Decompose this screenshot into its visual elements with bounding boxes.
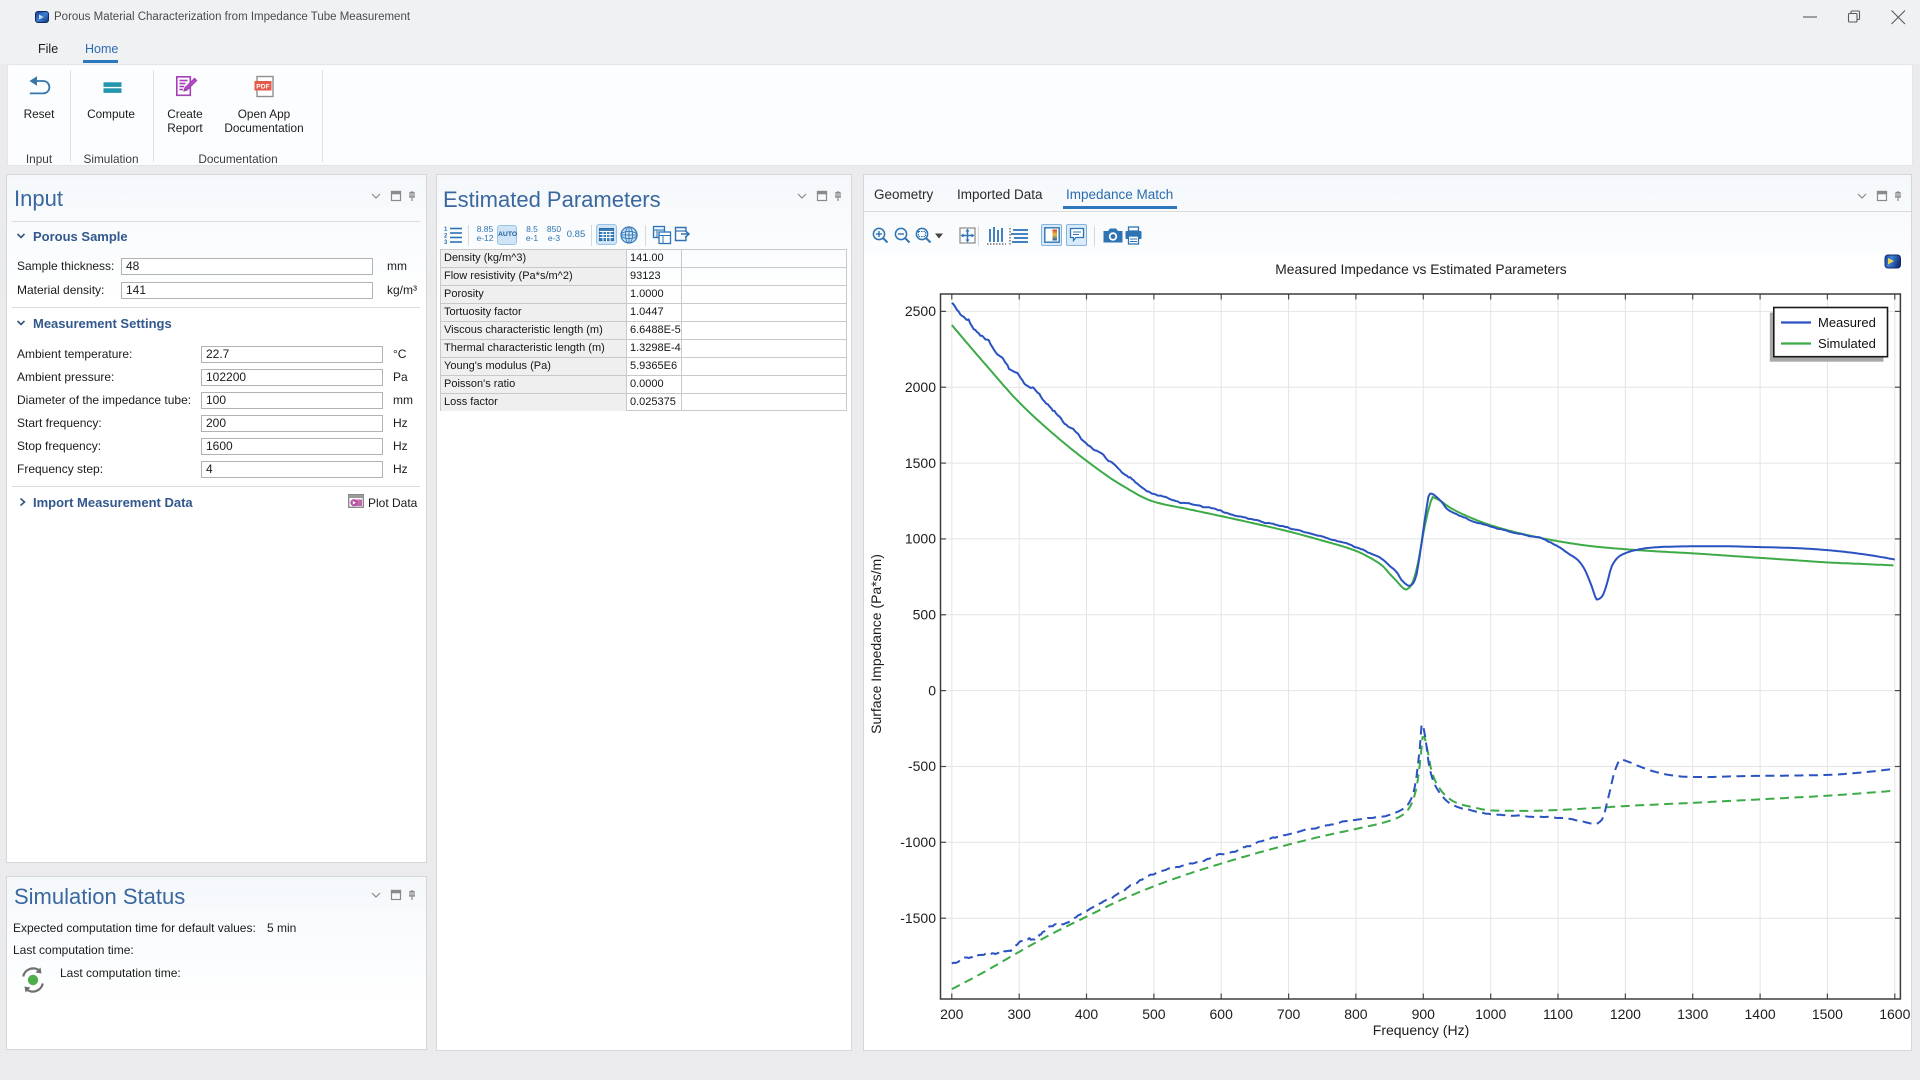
svg-text:400: 400 bbox=[1075, 1006, 1099, 1022]
svg-text:-1000: -1000 bbox=[900, 834, 936, 850]
svg-text:1: 1 bbox=[444, 227, 448, 233]
svg-text:0: 0 bbox=[928, 682, 936, 698]
svg-text:2000: 2000 bbox=[905, 379, 936, 395]
svg-text:PDF: PDF bbox=[256, 83, 270, 90]
svg-text:700: 700 bbox=[1277, 1006, 1301, 1022]
svg-text:500: 500 bbox=[1142, 1006, 1166, 1022]
svg-text:2500: 2500 bbox=[905, 303, 936, 319]
svg-text:Measured: Measured bbox=[1818, 315, 1876, 330]
svg-text:1500: 1500 bbox=[1812, 1006, 1843, 1022]
svg-text:1300: 1300 bbox=[1677, 1006, 1708, 1022]
svg-text:1500: 1500 bbox=[905, 455, 936, 471]
svg-text:Surface Impedance (Pa*s/m): Surface Impedance (Pa*s/m) bbox=[868, 554, 884, 734]
svg-text:Measured Impedance vs Estimate: Measured Impedance vs Estimated Paramete… bbox=[1275, 262, 1567, 277]
svg-text:300: 300 bbox=[1008, 1006, 1032, 1022]
svg-text:Simulated: Simulated bbox=[1818, 336, 1876, 351]
svg-text:1100: 1100 bbox=[1543, 1006, 1573, 1022]
svg-text:1000: 1000 bbox=[905, 531, 936, 547]
svg-text:200: 200 bbox=[940, 1006, 964, 1022]
svg-text:1200: 1200 bbox=[1610, 1006, 1641, 1022]
svg-text:1600: 1600 bbox=[1879, 1006, 1910, 1022]
svg-text:3: 3 bbox=[444, 240, 448, 245]
svg-text:800: 800 bbox=[1344, 1006, 1368, 1022]
svg-text:1000: 1000 bbox=[1475, 1006, 1506, 1022]
svg-text:2: 2 bbox=[444, 234, 448, 240]
svg-text:-1500: -1500 bbox=[900, 910, 936, 926]
svg-text:900: 900 bbox=[1412, 1006, 1436, 1022]
svg-text:-500: -500 bbox=[908, 758, 936, 774]
svg-text:1400: 1400 bbox=[1745, 1006, 1776, 1022]
svg-text:Frequency (Hz): Frequency (Hz) bbox=[1373, 1022, 1469, 1038]
svg-text:600: 600 bbox=[1210, 1006, 1234, 1022]
svg-text:500: 500 bbox=[913, 607, 937, 623]
